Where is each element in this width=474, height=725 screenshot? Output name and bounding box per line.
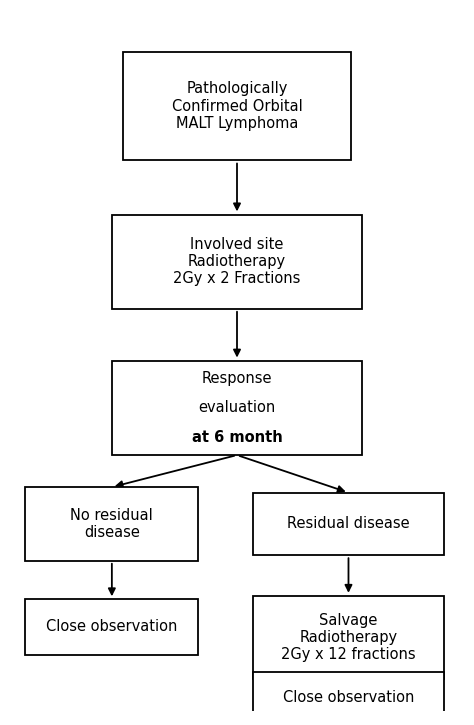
FancyBboxPatch shape — [253, 672, 444, 724]
Text: at 6 month: at 6 month — [191, 430, 283, 444]
FancyBboxPatch shape — [112, 361, 362, 455]
Text: No residual
disease: No residual disease — [71, 507, 153, 540]
FancyBboxPatch shape — [123, 52, 351, 160]
Text: Response: Response — [202, 371, 272, 386]
Text: Close observation: Close observation — [283, 690, 414, 705]
Text: Residual disease: Residual disease — [287, 516, 410, 531]
Text: Pathologically
Confirmed Orbital
MALT Lymphoma: Pathologically Confirmed Orbital MALT Ly… — [172, 81, 302, 131]
FancyBboxPatch shape — [26, 599, 198, 655]
FancyBboxPatch shape — [112, 215, 362, 309]
Text: Involved site
Radiotherapy
2Gy x 2 Fractions: Involved site Radiotherapy 2Gy x 2 Fract… — [173, 236, 301, 286]
FancyBboxPatch shape — [253, 493, 444, 555]
Text: Salvage
Radiotherapy
2Gy x 12 fractions: Salvage Radiotherapy 2Gy x 12 fractions — [281, 613, 416, 663]
Text: Close observation: Close observation — [46, 619, 178, 634]
FancyBboxPatch shape — [253, 596, 444, 679]
Text: evaluation: evaluation — [199, 400, 275, 415]
FancyBboxPatch shape — [26, 487, 198, 560]
